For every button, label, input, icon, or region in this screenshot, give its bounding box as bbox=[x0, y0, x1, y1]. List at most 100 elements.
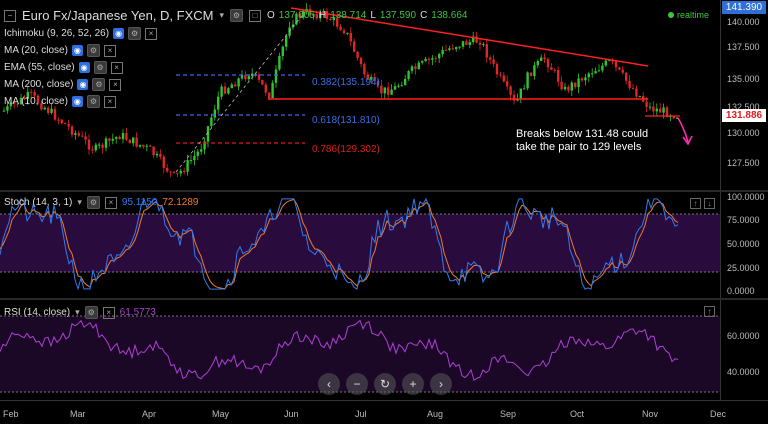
candle-body bbox=[444, 49, 448, 51]
indicator-ma20[interactable]: MA (20, close) ◉ ⚙ × bbox=[4, 44, 116, 57]
zoom-out-button[interactable]: − bbox=[346, 373, 368, 395]
time-tick: Dec bbox=[710, 409, 727, 419]
close-icon[interactable]: × bbox=[109, 78, 122, 91]
indicator-ma200[interactable]: MA (200, close) ◉ ⚙ × bbox=[4, 78, 122, 91]
eye-icon[interactable]: ◉ bbox=[71, 96, 83, 107]
candle-body bbox=[64, 123, 67, 125]
candle-body bbox=[291, 24, 295, 28]
annotation-line-1: Breaks below 131.48 could bbox=[516, 128, 649, 140]
candle-body bbox=[23, 97, 26, 100]
pane-separator[interactable] bbox=[0, 190, 768, 192]
candle-body bbox=[587, 73, 590, 78]
scroll-left-button[interactable]: ‹ bbox=[318, 373, 340, 395]
stochastic-pane[interactable]: Stoch (14, 3, 1) ▾ ⚙ × 95.1150 72.1289 ↑… bbox=[0, 192, 720, 298]
close-icon[interactable]: × bbox=[110, 61, 123, 74]
candle-body bbox=[370, 77, 373, 80]
stoch-axis[interactable]: 100.0000 75.0000 50.0000 25.0000 0.0000 bbox=[720, 192, 768, 298]
scroll-right-button[interactable]: › bbox=[430, 373, 452, 395]
candle-body bbox=[132, 137, 135, 144]
candle-body bbox=[665, 107, 669, 118]
time-tick: Apr bbox=[142, 409, 157, 419]
dropdown-icon[interactable]: ▾ bbox=[219, 10, 225, 20]
candle-body bbox=[16, 103, 19, 105]
move-up-icon[interactable]: ↑ bbox=[690, 198, 701, 209]
gear-icon[interactable]: ⚙ bbox=[86, 196, 100, 209]
move-down-icon[interactable]: ↓ bbox=[704, 198, 715, 209]
close-icon[interactable]: × bbox=[103, 95, 116, 108]
eye-icon[interactable]: ◉ bbox=[77, 79, 89, 90]
gear-icon[interactable]: ⚙ bbox=[93, 61, 107, 74]
candle-body bbox=[281, 46, 284, 56]
candle-body bbox=[142, 144, 145, 147]
reset-button[interactable]: ↻ bbox=[374, 373, 396, 395]
gear-icon[interactable]: ⚙ bbox=[92, 78, 106, 91]
candle-body bbox=[149, 145, 152, 147]
candle-body bbox=[458, 46, 461, 48]
candle-body bbox=[540, 57, 543, 61]
candle-body bbox=[67, 123, 70, 127]
eye-icon[interactable]: ◉ bbox=[113, 28, 125, 39]
candle-body bbox=[648, 106, 652, 108]
candle-body bbox=[438, 54, 441, 59]
gear-icon[interactable]: ⚙ bbox=[86, 95, 100, 108]
close-icon[interactable]: × bbox=[102, 306, 115, 319]
maximize-icon[interactable]: □ bbox=[249, 9, 262, 22]
indicator-ichimoku[interactable]: Ichimoku (9, 26, 52, 26) ◉ ⚙ × bbox=[4, 27, 158, 40]
move-up-icon[interactable]: ↑ bbox=[704, 306, 715, 317]
candle-body bbox=[230, 84, 233, 89]
gear-icon[interactable]: ⚙ bbox=[86, 44, 100, 57]
candle-body bbox=[128, 139, 131, 144]
trendline-resistance bbox=[290, 7, 649, 67]
candle-body bbox=[271, 82, 274, 99]
candle-body bbox=[223, 86, 227, 94]
candle-body bbox=[203, 141, 206, 150]
candle-body bbox=[70, 126, 74, 135]
indicator-ma10[interactable]: MA (10, close) ◉ ⚙ × bbox=[4, 95, 116, 108]
dropdown-icon[interactable]: ▾ bbox=[77, 197, 82, 207]
eye-icon[interactable]: ◉ bbox=[78, 62, 90, 73]
collapse-icon[interactable]: − bbox=[4, 9, 16, 22]
candle-body bbox=[329, 18, 332, 21]
candle-body bbox=[584, 77, 587, 81]
candle-body bbox=[489, 57, 492, 60]
price-chart bbox=[2, 3, 693, 177]
last-price-label: 131.886 bbox=[722, 109, 766, 122]
close-icon[interactable]: × bbox=[145, 27, 158, 40]
candle-body bbox=[461, 41, 465, 47]
rsi-axis[interactable]: 60.0000 40.0000 bbox=[720, 300, 768, 400]
candle-body bbox=[264, 84, 267, 93]
gear-icon[interactable]: ⚙ bbox=[84, 306, 98, 319]
breakdown-annotation: Breaks below 131.48 could take the pair … bbox=[516, 128, 648, 154]
candle-body bbox=[353, 41, 356, 52]
time-axis[interactable] bbox=[0, 400, 768, 424]
candle-body bbox=[410, 66, 414, 71]
stoch-tick: 0.0000 bbox=[727, 286, 755, 296]
close-icon[interactable]: × bbox=[104, 196, 117, 209]
close-icon[interactable]: × bbox=[103, 44, 116, 57]
stoch-tick: 100.0000 bbox=[727, 192, 765, 202]
price-axis[interactable]: 140.000 137.500 135.000 132.500 130.000 … bbox=[720, 0, 768, 190]
indicator-label: MA (10, close) bbox=[4, 96, 68, 107]
candle-body bbox=[220, 86, 223, 97]
candle-body bbox=[363, 64, 366, 75]
candle-body bbox=[625, 72, 628, 81]
candle-body bbox=[628, 80, 631, 88]
gear-icon[interactable]: ⚙ bbox=[230, 9, 244, 22]
candle-body bbox=[322, 11, 325, 13]
indicator-label: MA (200, close) bbox=[4, 79, 74, 90]
indicator-ema55[interactable]: EMA (55, close) ◉ ⚙ × bbox=[4, 61, 123, 74]
dropdown-icon[interactable]: ▾ bbox=[75, 307, 80, 317]
pane-separator[interactable] bbox=[0, 298, 768, 300]
gear-icon[interactable]: ⚙ bbox=[128, 27, 142, 40]
candle-body bbox=[312, 14, 315, 16]
ohlc-open-value: 137.605 bbox=[278, 10, 315, 21]
candle-body bbox=[455, 47, 458, 50]
eye-icon[interactable]: ◉ bbox=[71, 45, 83, 56]
candle-body bbox=[108, 138, 111, 141]
fib-trend-line bbox=[175, 11, 306, 173]
candle-body bbox=[468, 42, 471, 45]
candle-body bbox=[87, 139, 91, 150]
zoom-in-button[interactable]: + bbox=[402, 373, 424, 395]
